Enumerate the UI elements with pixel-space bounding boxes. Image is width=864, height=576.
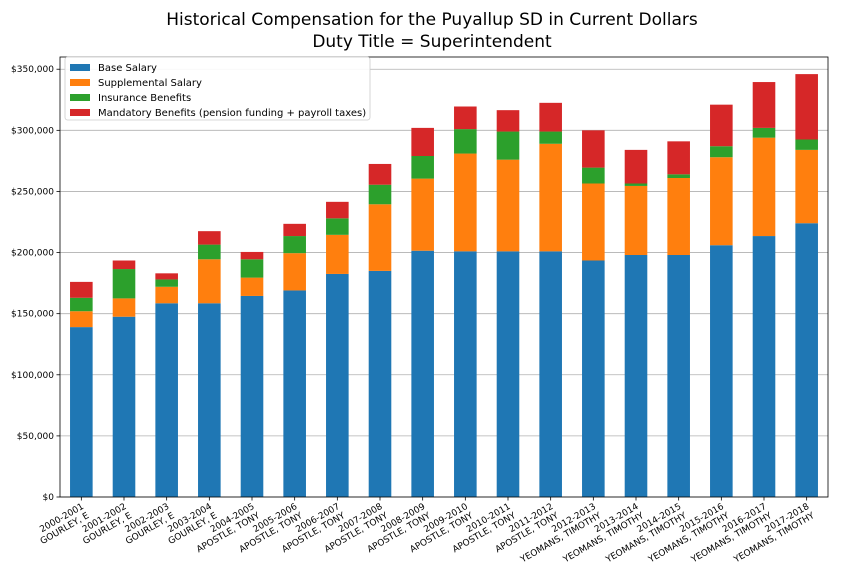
bar-segment-mandatory [539, 102, 562, 132]
bar-segment-mandatory [752, 82, 776, 128]
bar-segment-supplemental [240, 277, 264, 296]
y-tick-label: $200,000 [11, 249, 54, 259]
bar-segment-mandatory [198, 231, 221, 245]
bar-segment-supplemental [326, 234, 349, 274]
bar-segment-supplemental [752, 137, 776, 237]
legend-swatch [70, 94, 90, 101]
y-tick-label: $100,000 [11, 371, 54, 381]
bar-segment-base [710, 245, 733, 497]
bar-segment-insurance [70, 297, 93, 312]
bar-segment-base [240, 295, 264, 497]
bar-segment-mandatory [667, 141, 690, 175]
bar-segment-insurance [667, 174, 690, 178]
bar-segment-base [155, 303, 178, 497]
y-tick-label: $350,000 [11, 65, 54, 75]
bar-segment-supplemental [155, 286, 178, 304]
bar-segment-supplemental [454, 153, 477, 252]
bar-segment-insurance [795, 139, 818, 150]
bar-segment-insurance [454, 129, 477, 154]
bar-segment-base [795, 223, 818, 497]
legend-label: Supplemental Salary [98, 78, 202, 89]
legend-swatch [70, 79, 90, 86]
bar-segment-mandatory [283, 223, 306, 237]
bar-segment-base [496, 251, 520, 497]
chart-subtitle: Duty Title = Superintendent [312, 32, 552, 52]
bar-segment-supplemental [582, 183, 605, 261]
legend-swatch [70, 64, 90, 71]
bar-segment-base [283, 290, 306, 497]
bar-segment-insurance [539, 131, 562, 144]
legend[interactable]: Base Salary Supplemental Salary Insurance … [64, 56, 371, 121]
bar-segment-base [582, 260, 605, 497]
legend-label: Insurance Benefits [98, 93, 191, 104]
legend-swatch [70, 109, 90, 116]
bar-segment-base [539, 251, 562, 497]
bar-segment-insurance [240, 259, 264, 278]
bar-segment-base [198, 303, 221, 497]
bar-segment-insurance [496, 131, 520, 160]
bar-segment-mandatory [624, 149, 648, 184]
bar-segment-mandatory [496, 110, 520, 132]
bar-segment-supplemental [368, 204, 392, 271]
bar-segment-mandatory [710, 104, 733, 147]
y-tick-label: $150,000 [11, 310, 54, 320]
bar-segment-insurance [624, 183, 648, 186]
bar-segment-mandatory [112, 260, 136, 270]
bar-segment-supplemental [198, 259, 221, 304]
bar-segment-insurance [112, 269, 136, 299]
bar-segment-supplemental [624, 185, 648, 255]
bar-segment-mandatory [454, 106, 477, 130]
bar-segment-base [411, 250, 434, 497]
y-tick-label: $300,000 [11, 126, 54, 136]
bar-segment-insurance [582, 167, 605, 184]
bar-segment-supplemental [667, 178, 690, 255]
bar-segment-base [112, 316, 136, 497]
legend-label: Mandatory Benefits (pension funding + pa… [98, 108, 366, 119]
bar-segment-mandatory [155, 273, 178, 280]
bar-segment-insurance [752, 127, 776, 138]
bar-segment-mandatory [240, 251, 264, 260]
bar-segment-insurance [710, 146, 733, 158]
bar-segment-insurance [368, 184, 392, 205]
bar-segment-insurance [283, 236, 306, 254]
bar-segment-supplemental [70, 311, 93, 328]
bar-segment-insurance [155, 279, 178, 287]
legend-label: Base Salary [98, 63, 157, 74]
bar-segment-mandatory [582, 130, 605, 168]
chart-title: Historical Compensation for the Puyallup… [166, 10, 698, 30]
y-tick-label: $50,000 [17, 432, 54, 442]
bar-segment-mandatory [411, 127, 434, 156]
bar-segment-base [667, 255, 690, 497]
bar-segment-supplemental [539, 143, 562, 252]
bar-segment-insurance [198, 244, 221, 260]
bar-segment-base [70, 327, 93, 497]
bar-segment-insurance [411, 156, 434, 179]
plot-frame [59, 56, 829, 498]
bar-segment-mandatory [795, 74, 818, 140]
bar-segment-mandatory [368, 163, 392, 185]
y-axis: $0 $50,000 $100,000 $150,000 $200,000 $250,00… [11, 65, 60, 503]
bar-segment-base [624, 255, 648, 497]
y-tick-label: $0 [43, 493, 55, 503]
y-tick-label: $250,000 [11, 187, 54, 197]
bar-segment-mandatory [326, 201, 349, 219]
bar-segment-base [326, 273, 349, 497]
bar-segment-insurance [326, 218, 349, 235]
bar-segment-base [752, 236, 776, 498]
bar-segment-supplemental [496, 159, 520, 252]
bar-segment-supplemental [283, 253, 306, 291]
bar-segment-supplemental [112, 298, 136, 317]
legend-box [64, 56, 371, 121]
bar-segment-mandatory [70, 281, 93, 298]
bar-segment-base [454, 251, 477, 497]
bar-segment-supplemental [411, 178, 434, 251]
bar-segment-supplemental [710, 157, 733, 246]
bars [70, 74, 818, 498]
bar-segment-base [368, 270, 392, 497]
bar-segment-supplemental [795, 149, 818, 224]
